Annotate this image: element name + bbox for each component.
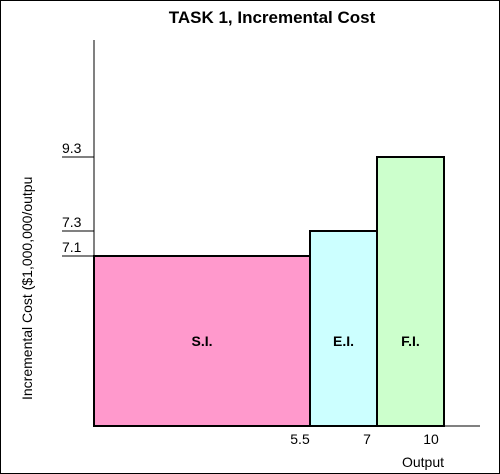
x-tick-label: 5.5 xyxy=(290,431,310,447)
y-tick-label: 7.1 xyxy=(62,239,82,255)
chart-title: TASK 1, Incremental Cost xyxy=(169,8,376,27)
bar-label-si: S.I. xyxy=(191,333,212,349)
bar-fi xyxy=(376,156,445,427)
bar-si xyxy=(93,255,311,427)
bar-labels: S.I. E.I. F.I. xyxy=(191,333,419,349)
bar-ei xyxy=(309,230,378,427)
x-tick-labels: 5.5 7 10 xyxy=(290,431,439,447)
x-axis-label: Output xyxy=(402,454,444,470)
y-axis-label: Incremental Cost ($1,000,000/outpu xyxy=(19,177,35,400)
y-tick-label: 7.3 xyxy=(62,214,82,230)
bars-layer xyxy=(93,156,445,427)
bar-label-ei: E.I. xyxy=(333,333,354,349)
axes-layer xyxy=(93,40,480,427)
x-tick-label: 10 xyxy=(423,431,439,447)
y-tick-label: 9.3 xyxy=(62,140,82,156)
x-tick-label: 7 xyxy=(363,431,371,447)
y-tick-labels: 9.3 7.3 7.1 xyxy=(62,140,94,257)
bar-label-fi: F.I. xyxy=(401,333,420,349)
